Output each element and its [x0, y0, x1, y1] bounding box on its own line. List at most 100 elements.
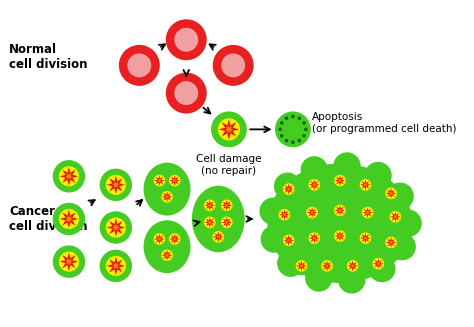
Circle shape [390, 211, 401, 223]
Circle shape [154, 175, 165, 186]
Polygon shape [64, 215, 73, 223]
Polygon shape [224, 203, 229, 208]
Circle shape [318, 256, 337, 275]
Polygon shape [169, 175, 180, 186]
Polygon shape [386, 188, 397, 199]
Circle shape [169, 175, 181, 186]
Circle shape [298, 116, 301, 120]
Circle shape [360, 179, 371, 191]
Ellipse shape [267, 164, 412, 283]
Polygon shape [283, 235, 294, 246]
Circle shape [373, 258, 384, 269]
Circle shape [166, 19, 207, 60]
Circle shape [386, 182, 414, 210]
Circle shape [321, 260, 333, 272]
Circle shape [368, 255, 395, 282]
Circle shape [150, 171, 169, 190]
Circle shape [301, 156, 328, 183]
Polygon shape [219, 119, 239, 140]
Polygon shape [107, 175, 125, 194]
Circle shape [279, 231, 298, 250]
Polygon shape [154, 175, 165, 186]
Polygon shape [350, 263, 355, 268]
Polygon shape [164, 194, 170, 199]
Circle shape [385, 237, 397, 248]
Polygon shape [286, 238, 291, 243]
Circle shape [218, 213, 236, 232]
Polygon shape [172, 236, 177, 242]
Circle shape [218, 118, 240, 141]
Circle shape [298, 139, 301, 142]
Circle shape [334, 205, 346, 216]
Circle shape [212, 231, 224, 243]
Circle shape [201, 196, 219, 215]
Circle shape [161, 191, 173, 203]
Circle shape [128, 53, 151, 77]
Circle shape [221, 216, 233, 228]
Polygon shape [162, 250, 173, 261]
Polygon shape [296, 261, 307, 271]
Circle shape [382, 233, 401, 252]
Circle shape [309, 179, 320, 191]
Circle shape [386, 207, 405, 226]
Polygon shape [335, 231, 345, 241]
Circle shape [59, 251, 79, 272]
Polygon shape [360, 233, 371, 244]
Polygon shape [347, 261, 358, 271]
Polygon shape [162, 191, 173, 202]
Polygon shape [363, 236, 368, 241]
Polygon shape [312, 236, 317, 241]
Polygon shape [286, 187, 291, 192]
Circle shape [261, 225, 288, 253]
Polygon shape [204, 217, 215, 228]
Circle shape [347, 260, 358, 272]
Polygon shape [111, 262, 120, 270]
Polygon shape [335, 175, 345, 186]
Circle shape [303, 203, 321, 222]
Circle shape [305, 264, 332, 292]
Circle shape [100, 211, 132, 244]
Circle shape [365, 162, 392, 189]
Circle shape [221, 53, 245, 77]
Polygon shape [204, 200, 215, 211]
Polygon shape [386, 237, 397, 248]
Polygon shape [376, 261, 381, 266]
Circle shape [119, 45, 160, 86]
Circle shape [330, 201, 349, 220]
Polygon shape [337, 178, 342, 183]
Circle shape [274, 173, 301, 200]
Circle shape [201, 213, 219, 232]
Circle shape [358, 203, 377, 222]
Circle shape [382, 184, 401, 203]
Circle shape [59, 209, 79, 229]
Circle shape [165, 171, 184, 190]
Polygon shape [362, 207, 373, 218]
Circle shape [100, 169, 132, 201]
Circle shape [334, 230, 346, 242]
Polygon shape [64, 172, 73, 181]
Polygon shape [312, 182, 317, 187]
Circle shape [385, 188, 397, 199]
Polygon shape [221, 217, 232, 228]
Polygon shape [169, 233, 180, 245]
Circle shape [333, 152, 361, 180]
Circle shape [330, 171, 349, 190]
Polygon shape [111, 223, 120, 232]
Circle shape [334, 175, 346, 186]
Text: Normal
cell division: Normal cell division [9, 43, 88, 71]
Circle shape [53, 203, 85, 235]
Ellipse shape [192, 186, 245, 252]
Polygon shape [157, 236, 162, 242]
Polygon shape [207, 203, 212, 208]
Circle shape [362, 207, 374, 218]
Circle shape [304, 128, 308, 131]
Circle shape [291, 115, 295, 118]
Polygon shape [360, 180, 371, 190]
Circle shape [306, 207, 318, 218]
Polygon shape [279, 209, 290, 220]
Circle shape [283, 234, 294, 246]
Polygon shape [389, 240, 393, 245]
Polygon shape [283, 184, 294, 195]
Polygon shape [172, 178, 177, 183]
Polygon shape [373, 258, 384, 269]
